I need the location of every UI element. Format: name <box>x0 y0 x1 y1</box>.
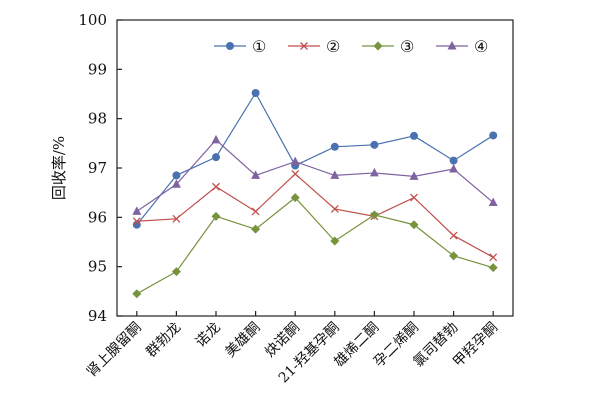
data-point <box>410 193 418 202</box>
legend-marker <box>373 41 383 51</box>
data-point <box>171 179 181 188</box>
y-axis-label: 回收率/% <box>50 136 68 200</box>
series-line <box>136 91 494 226</box>
data-point <box>488 263 498 273</box>
y-tick-label: 98 <box>88 110 107 128</box>
data-point <box>370 140 379 149</box>
legend-marker <box>447 41 457 50</box>
data-point <box>211 134 221 144</box>
data-point <box>330 142 339 151</box>
series-line <box>136 196 494 295</box>
legend-marker <box>226 42 234 50</box>
x-tick-label: 美雄酮 <box>222 320 263 361</box>
data-point <box>409 220 419 230</box>
data-point <box>211 211 221 221</box>
y-tick-label: 97 <box>88 159 107 177</box>
data-point <box>172 214 181 223</box>
data-point <box>449 156 458 165</box>
legend-item-4: ④ <box>436 37 488 56</box>
data-point <box>132 206 142 215</box>
series-2 <box>132 169 498 262</box>
data-point <box>488 197 498 207</box>
y-tick-label: 99 <box>88 60 107 78</box>
y-tick-label: 100 <box>78 11 107 29</box>
series-1 <box>132 89 498 229</box>
series-line <box>136 173 494 258</box>
data-point <box>251 89 260 98</box>
data-point <box>290 193 300 203</box>
data-point <box>449 163 459 173</box>
data-point <box>369 167 379 177</box>
data-point <box>489 253 498 262</box>
data-point <box>251 170 261 179</box>
data-point <box>409 171 419 180</box>
x-tick-label: 肾上腺留酮 <box>84 320 145 381</box>
data-point <box>132 289 142 299</box>
legend-marker <box>300 42 308 50</box>
data-point <box>251 224 261 234</box>
data-point <box>410 131 418 140</box>
x-tick-label: 群勃龙 <box>143 320 184 361</box>
series-3 <box>132 193 498 299</box>
legend: ① ② ③ ④ <box>214 37 488 56</box>
legend-item-3: ③ <box>362 37 414 56</box>
data-point <box>290 156 300 166</box>
y-tick-label: 96 <box>88 208 107 226</box>
legend-item-2: ② <box>288 37 340 56</box>
data-point <box>171 267 181 277</box>
data-point <box>172 171 181 180</box>
legend-label: ④ <box>474 37 488 56</box>
data-point <box>212 153 220 162</box>
data-point <box>330 170 340 179</box>
data-point <box>449 231 458 240</box>
data-point <box>291 169 300 178</box>
x-tick-label: 诺龙 <box>193 320 224 351</box>
data-point <box>330 236 340 246</box>
series-line <box>136 139 494 212</box>
data-point <box>251 207 260 216</box>
series-layer <box>132 89 498 299</box>
data-point <box>212 182 220 191</box>
data-point <box>132 217 141 226</box>
data-point <box>449 251 459 261</box>
legend-item-1: ① <box>214 37 266 56</box>
legend-label: ② <box>326 37 340 56</box>
data-point <box>330 204 339 213</box>
legend-label: ③ <box>400 37 414 56</box>
y-tick-label: 95 <box>88 258 107 276</box>
series-4 <box>132 134 498 215</box>
legend-label: ① <box>252 37 266 56</box>
data-point <box>369 210 379 220</box>
y-tick-label: 94 <box>88 307 107 325</box>
y-axis: 94 95 96 97 98 99 100 <box>78 11 122 325</box>
data-point <box>489 131 498 140</box>
